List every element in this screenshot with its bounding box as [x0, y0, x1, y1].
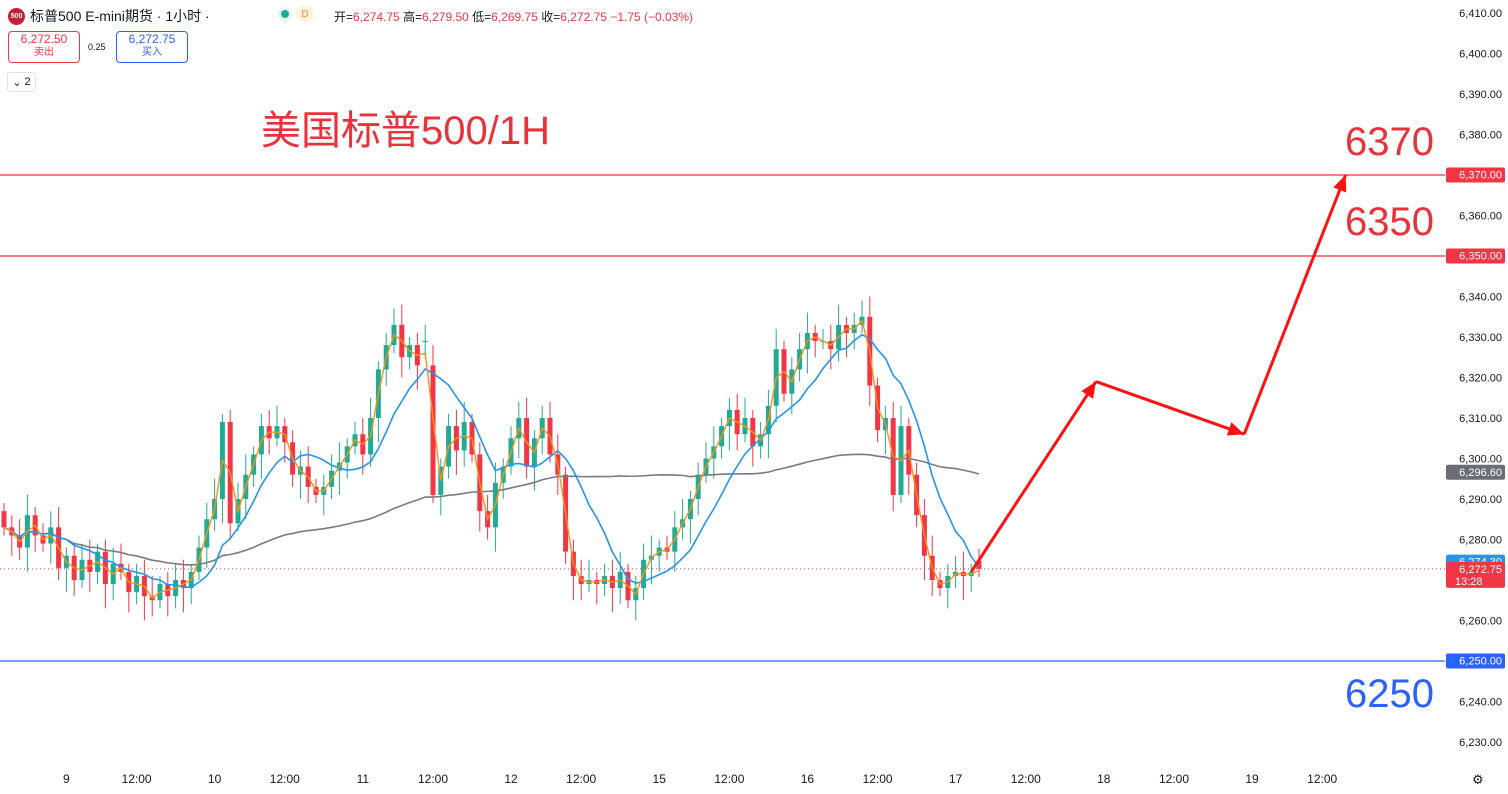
low-label: 低=	[472, 10, 492, 24]
market-open-icon	[278, 7, 292, 21]
projection-arrow-segment	[1242, 174, 1347, 435]
x-tick-label: 12:00	[714, 772, 744, 786]
low-value: 6,269.75	[491, 10, 538, 24]
buy-price: 6,272.75	[128, 32, 176, 46]
x-tick-label: 12:00	[1307, 772, 1337, 786]
y-tick-label: 6,260.00	[1459, 616, 1502, 628]
x-tick-label: 16	[801, 772, 815, 786]
level-6250-text: 6250	[1345, 672, 1434, 716]
price-tag-label: 6,370.00	[1459, 170, 1502, 182]
chart-settings-icon[interactable]: ⚙	[1472, 772, 1484, 787]
y-tick-label: 6,290.00	[1459, 494, 1502, 506]
delayed-data-badge[interactable]: D	[296, 6, 314, 22]
y-tick-label: 6,310.00	[1459, 413, 1502, 425]
candle-body	[422, 341, 428, 343]
price-tag-label: 6,250.00	[1459, 656, 1502, 668]
open-value: 6,274.75	[353, 10, 400, 24]
market-status[interactable]: D	[278, 6, 314, 22]
buy-label: 买入	[142, 47, 162, 58]
price-tag-label: 6,350.00	[1459, 251, 1502, 263]
y-tick-label: 6,280.00	[1459, 535, 1502, 547]
high-label: 高=	[403, 10, 423, 24]
high-value: 6,279.50	[422, 10, 469, 24]
y-tick-label: 6,340.00	[1459, 292, 1502, 304]
symbol-title[interactable]: 标普500 E-mini期货 · 1小时 ·	[30, 8, 210, 24]
candle-body	[976, 560, 982, 569]
x-tick-label: 11	[357, 772, 370, 786]
y-tick-label: 6,320.00	[1459, 373, 1502, 385]
sell-label: 卖出	[34, 47, 54, 58]
projection-arrow-segment	[969, 380, 1098, 573]
projection-arrow-head	[1226, 422, 1245, 436]
ma-mid-line	[3, 333, 980, 589]
x-tick-label: 12:00	[418, 772, 448, 786]
ohlc-readout: 开=6,274.75 高=6,279.50 低=6,269.75 收=6,272…	[334, 8, 693, 25]
y-tick-label: 6,330.00	[1459, 332, 1502, 344]
y-tick-label: 6,390.00	[1459, 89, 1502, 101]
x-tick-label: 10	[208, 772, 222, 786]
price-tag	[1446, 167, 1505, 183]
symbol-logo[interactable]: 500	[8, 7, 25, 25]
price-tag-label: 6,296.60	[1459, 467, 1502, 479]
chart-annotation-title: 美国标普500/1H	[261, 109, 550, 153]
sell-button[interactable]: 6,272.50 卖出	[8, 31, 80, 63]
x-tick-label: 19	[1245, 772, 1259, 786]
x-tick-label: 18	[1097, 772, 1111, 786]
y-tick-label: 6,240.00	[1459, 697, 1502, 709]
y-tick-label: 6,410.00	[1459, 8, 1502, 20]
projection-arrow-segment	[1095, 380, 1245, 436]
projection-arrow-head	[1333, 175, 1347, 193]
x-tick-label: 12:00	[122, 772, 152, 786]
price-tag	[1446, 561, 1505, 588]
symbol-header: 500 标普500 E-mini期货 · 1小时 ·	[8, 6, 210, 26]
close-label: 收=	[541, 10, 561, 24]
y-tick-label: 6,360.00	[1459, 211, 1502, 223]
change-value: −1.75 (−0.03%)	[610, 10, 694, 24]
indicators-toggle[interactable]: ⌄ 2	[7, 72, 36, 92]
price-tag-label: 6,272.75	[1459, 564, 1502, 576]
candle-body	[430, 365, 436, 495]
candle-body	[1, 511, 7, 528]
price-tag	[1446, 653, 1505, 669]
x-tick-label: 9	[63, 772, 70, 786]
price-tag	[1446, 464, 1505, 480]
x-tick-label: 12:00	[1011, 772, 1041, 786]
y-tick-label: 6,230.00	[1459, 737, 1502, 749]
projection-arrow-head	[1081, 381, 1096, 399]
x-tick-label: 17	[949, 772, 963, 786]
x-tick-label: 12	[504, 772, 518, 786]
level-6350-text: 6350	[1345, 200, 1434, 244]
level-6370-text: 6370	[1345, 120, 1434, 164]
close-value: 6,272.75	[560, 10, 607, 24]
chevron-down-icon: ⌄	[12, 76, 22, 89]
x-tick-label: 12:00	[566, 772, 596, 786]
price-tag	[1446, 248, 1505, 264]
x-tick-label: 12:00	[863, 772, 893, 786]
x-tick-label: 15	[653, 772, 667, 786]
open-label: 开=	[334, 10, 354, 24]
ma-fast-line	[3, 319, 980, 600]
x-tick-label: 12:00	[1159, 772, 1189, 786]
sell-price: 6,272.50	[20, 32, 68, 46]
ma-slow-line	[3, 453, 980, 566]
spread-value: 0.25	[88, 42, 106, 52]
x-tick-label: 12:00	[270, 772, 300, 786]
y-tick-label: 6,300.00	[1459, 454, 1502, 466]
buy-button[interactable]: 6,272.75 买入	[116, 31, 188, 63]
y-tick-label: 6,400.00	[1459, 49, 1502, 61]
y-tick-label: 6,380.00	[1459, 130, 1502, 142]
indicator-count: 2	[24, 76, 31, 88]
price-tag-countdown: 13:28	[1455, 576, 1483, 588]
